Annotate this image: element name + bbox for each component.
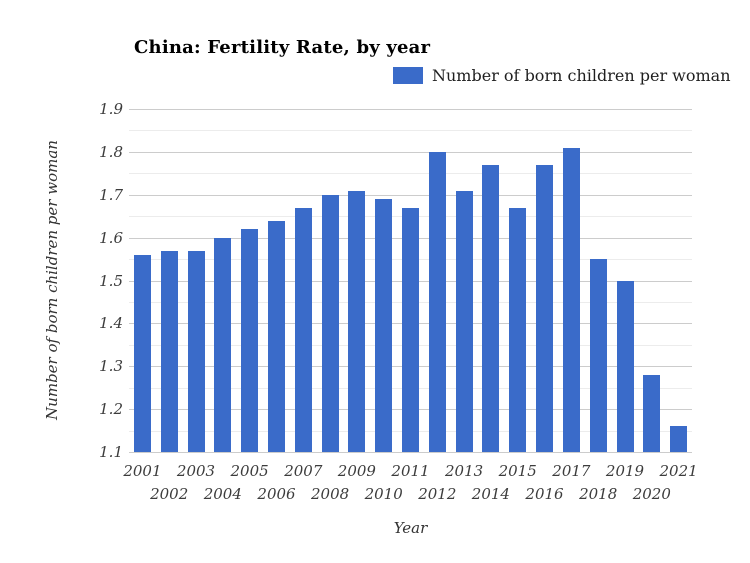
bar-2016 <box>536 164 553 452</box>
y-tick-label: 1.8 <box>99 143 123 161</box>
x-axis-tick-labels: 2001 2002 2003 2004 2005 2006 2007 2008 2009 2010… <box>123 452 697 512</box>
x-tick-label-2020: 2020 <box>632 485 671 503</box>
major-gridline <box>129 109 692 110</box>
minor-gridline <box>129 173 692 174</box>
legend: Number of born children per woman <box>393 65 731 85</box>
x-tick-label-2002: 2002 <box>150 485 189 503</box>
x-tick-label-2001: 2001 <box>123 462 162 480</box>
bar-2007 <box>294 207 312 452</box>
major-gridline <box>129 195 692 196</box>
y-tick-label: 1.5 <box>99 272 123 290</box>
y-axis-tick-labels: 1.1 1.2 1.3 1.4 1.5 1.6 1.7 1.8 1.9 <box>58 0 123 563</box>
minor-gridline <box>129 130 692 131</box>
legend-swatch-icon <box>393 66 423 84</box>
bar-2019 <box>616 280 634 452</box>
bar-2005 <box>241 229 259 452</box>
x-tick-label-2012: 2012 <box>418 485 457 503</box>
x-tick-label-2005: 2005 <box>230 462 269 480</box>
x-tick-label-2013: 2013 <box>445 462 484 480</box>
bar-2002 <box>160 250 178 452</box>
bar-2020 <box>643 374 661 452</box>
bar-2013 <box>455 190 473 452</box>
y-tick-label: 1.4 <box>99 314 123 332</box>
plot-area <box>129 109 692 453</box>
x-tick-label-2021: 2021 <box>659 462 698 480</box>
y-tick-label: 1.3 <box>99 357 123 375</box>
bar-2010 <box>375 199 393 452</box>
y-tick-label: 1.9 <box>99 100 123 118</box>
bar-2015 <box>509 207 527 452</box>
bar-2003 <box>187 250 205 452</box>
bar-2021 <box>670 426 688 452</box>
x-tick-label-2003: 2003 <box>176 462 216 480</box>
bar-2014 <box>482 164 500 452</box>
major-gridline <box>129 152 692 153</box>
bar-2006 <box>268 220 285 452</box>
y-tick-label: 1.7 <box>99 186 123 204</box>
bar-2009 <box>348 190 366 452</box>
bar-2008 <box>321 194 339 453</box>
x-tick-label-2018: 2018 <box>579 485 618 503</box>
x-tick-label-2015: 2015 <box>498 462 537 480</box>
x-tick-label-2009: 2009 <box>337 462 376 480</box>
bar-2011 <box>402 207 419 452</box>
x-tick-label-2011: 2011 <box>391 462 430 480</box>
x-axis-title: Year <box>393 519 428 537</box>
y-tick-label: 1.6 <box>99 229 123 247</box>
x-tick-label-2010: 2010 <box>364 485 403 503</box>
legend-label: Number of born children per woman <box>432 65 731 85</box>
x-tick-label-2016: 2016 <box>525 485 564 503</box>
x-tick-label-2019: 2019 <box>605 462 645 480</box>
bar-2004 <box>214 237 232 452</box>
chart-title: China: Fertility Rate, by year <box>134 37 431 58</box>
bar-2017 <box>562 147 580 452</box>
major-gridline <box>129 452 692 453</box>
x-tick-label-2006: 2006 <box>257 485 296 503</box>
y-tick-label: 1.1 <box>99 443 123 461</box>
x-tick-label-2007: 2007 <box>284 462 323 480</box>
x-tick-label-2004: 2004 <box>203 485 242 503</box>
y-tick-label: 1.2 <box>99 400 123 418</box>
bar-2018 <box>589 259 607 452</box>
bar-2001 <box>133 254 151 452</box>
x-tick-label-2008: 2008 <box>311 485 350 503</box>
bar-2012 <box>428 151 446 452</box>
x-tick-label-2017: 2017 <box>552 462 591 480</box>
x-tick-label-2014: 2014 <box>471 485 510 503</box>
